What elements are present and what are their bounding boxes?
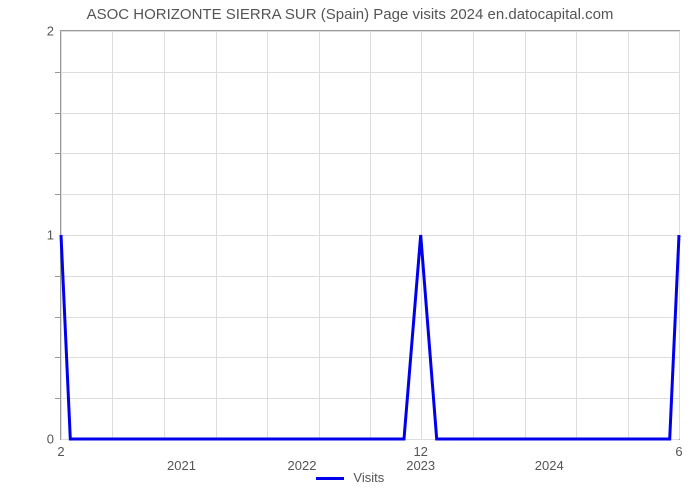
x-anchor-label: 2 bbox=[57, 444, 64, 459]
chart-title: ASOC HORIZONTE SIERRA SUR (Spain) Page v… bbox=[0, 6, 700, 23]
legend-label: Visits bbox=[353, 470, 384, 485]
plot-area bbox=[60, 30, 680, 440]
visits-line bbox=[61, 31, 679, 439]
grid-vertical bbox=[679, 31, 680, 439]
x-anchor-label: 6 bbox=[675, 444, 682, 459]
y-tick-label: 2 bbox=[14, 24, 54, 39]
legend-swatch bbox=[316, 477, 344, 480]
y-tick-label: 1 bbox=[14, 228, 54, 243]
legend: Visits bbox=[0, 470, 700, 485]
x-anchor-label: 12 bbox=[413, 444, 427, 459]
y-tick-label: 0 bbox=[14, 432, 54, 447]
chart-container: ASOC HORIZONTE SIERRA SUR (Spain) Page v… bbox=[0, 0, 700, 500]
